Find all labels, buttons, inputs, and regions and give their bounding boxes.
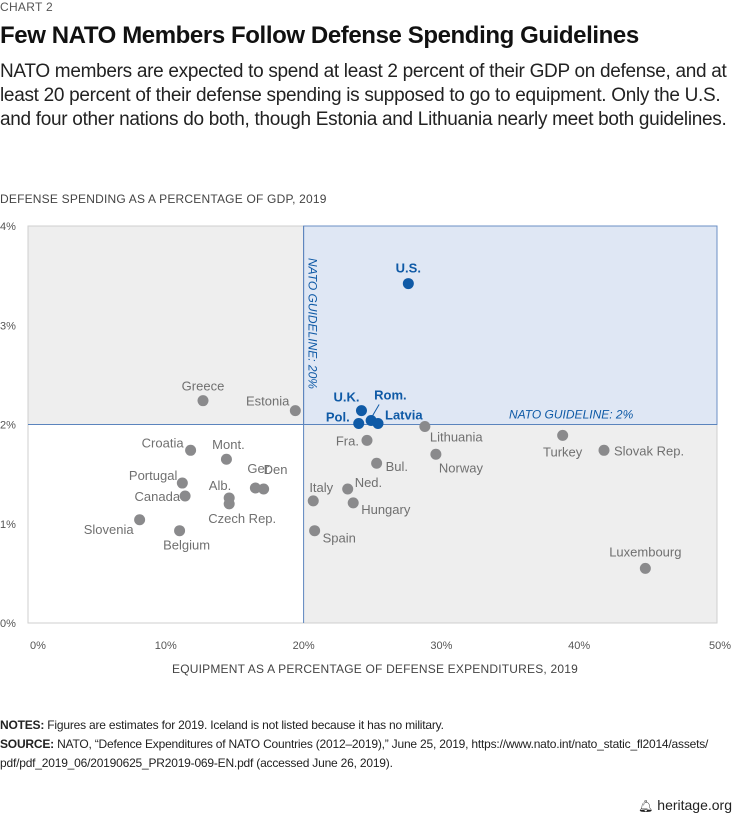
data-point: [220, 453, 232, 465]
guideline-x-label: NATO GUIDELINE: 20%: [306, 258, 320, 389]
notes-label: NOTES:: [0, 718, 45, 732]
chart-subtitle: NATO members are expected to spend at le…: [0, 61, 727, 130]
data-point: [598, 444, 610, 456]
data-label: U.S.: [396, 261, 421, 276]
notes-text: Figures are estimates for 2019. Iceland …: [44, 718, 444, 732]
data-point: [347, 497, 359, 509]
y-tick-label: 1%: [0, 519, 16, 531]
data-point: [639, 562, 651, 574]
data-point: [249, 482, 261, 494]
leader-line: [371, 404, 380, 417]
data-label: Belgium: [163, 538, 210, 553]
footer-brand[interactable]: 🔔︎ heritage.org: [638, 797, 732, 813]
x-tick-label: 20%: [293, 640, 315, 652]
data-point: [289, 405, 301, 417]
notes-block: NOTES: Figures are estimates for 2019. I…: [0, 716, 734, 773]
data-label: Slovenia: [84, 522, 135, 537]
x-tick-label: 50%: [709, 640, 731, 652]
data-label: Luxembourg: [609, 544, 681, 559]
data-label: Fra.: [336, 433, 359, 448]
data-label: Bul.: [386, 459, 408, 474]
y-tick-label: 4%: [0, 221, 16, 233]
data-point: [402, 278, 414, 290]
meets-both-guidelines-region: [303, 225, 718, 425]
data-label: Portugal: [129, 468, 178, 483]
y-axis-title: DEFENSE SPENDING AS A PERCENTAGE OF GDP,…: [0, 192, 327, 206]
x-tick-label: 10%: [155, 640, 177, 652]
data-point: [307, 495, 319, 507]
y-tick-label: 0%: [0, 618, 16, 630]
data-point: [185, 444, 197, 456]
chart-kicker: CHART 2: [0, 0, 54, 14]
data-label: Pol.: [326, 410, 350, 425]
data-label: Italy: [309, 480, 333, 495]
data-point: [430, 448, 442, 460]
data-point: [557, 429, 569, 441]
data-label: Rom.: [374, 388, 407, 403]
data-point: [361, 434, 373, 446]
data-point-layer: [134, 278, 651, 574]
data-label: Czech Rep.: [208, 511, 276, 526]
data-label: Ger.: [247, 461, 272, 476]
guideline-y-label: NATO GUIDELINE: 2%: [509, 408, 634, 422]
source-label: SOURCE:: [0, 737, 54, 751]
axis-tick-layer: 0% 10% 20% 30% 40% 50% 0% 1% 2% 3% 4%: [0, 221, 731, 652]
data-point: [197, 395, 209, 407]
data-label: Slovak Rep.: [614, 443, 684, 458]
data-point: [372, 418, 384, 430]
data-point: [174, 525, 186, 537]
data-point: [176, 477, 188, 489]
source-text: NATO, “Defence Expenditures of NATO Coun…: [0, 737, 709, 770]
x-tick-label: 0%: [30, 640, 46, 652]
data-point: [342, 483, 354, 495]
data-point: [355, 405, 367, 417]
data-point: [134, 514, 146, 526]
data-label: Lithuania: [430, 429, 484, 444]
brand-link[interactable]: heritage.org: [657, 797, 732, 813]
x-tick-label: 30%: [430, 640, 452, 652]
data-label: Spain: [323, 531, 356, 546]
data-label: Latvia: [385, 408, 423, 423]
data-label: Hungary: [361, 502, 411, 517]
x-tick-label: 40%: [568, 640, 590, 652]
chart-title: Few NATO Members Follow Defense Spending…: [0, 22, 639, 49]
data-point: [419, 420, 431, 432]
scatter-plot: NATO GUIDELINE: 20% NATO GUIDELINE: 2% 0%…: [0, 221, 731, 652]
data-point: [309, 525, 321, 537]
data-label: Croatia: [142, 435, 185, 450]
source-line: SOURCE: NATO, “Defence Expenditures of N…: [0, 735, 734, 773]
data-label: Turkey: [543, 444, 583, 459]
data-point: [353, 418, 365, 430]
data-point: [179, 490, 191, 502]
data-point: [258, 483, 270, 495]
data-label: Den: [264, 462, 288, 477]
data-point: [223, 498, 235, 510]
x-axis-title: EQUIPMENT AS A PERCENTAGE OF DEFENSE EXP…: [172, 662, 578, 676]
data-point: [371, 457, 383, 469]
data-label: Alb.: [209, 478, 231, 493]
data-label: Mont.: [212, 437, 245, 452]
data-label: Norway: [439, 460, 484, 475]
data-label: Greece: [182, 379, 225, 394]
data-label: U.K.: [333, 390, 359, 405]
notes-line: NOTES: Figures are estimates for 2019. I…: [0, 716, 734, 735]
y-tick-label: 2%: [0, 420, 16, 432]
bell-icon: 🔔︎: [638, 799, 654, 813]
data-label: Canada: [135, 489, 181, 504]
data-label-layer: Greece Estonia Lithuania Fra. Bul. Norway Turk…: [84, 261, 684, 560]
below-both-guidelines-region: [28, 424, 304, 623]
y-tick-label: 3%: [0, 320, 16, 332]
data-label: Ned.: [355, 475, 382, 490]
data-label: Estonia: [246, 394, 290, 409]
